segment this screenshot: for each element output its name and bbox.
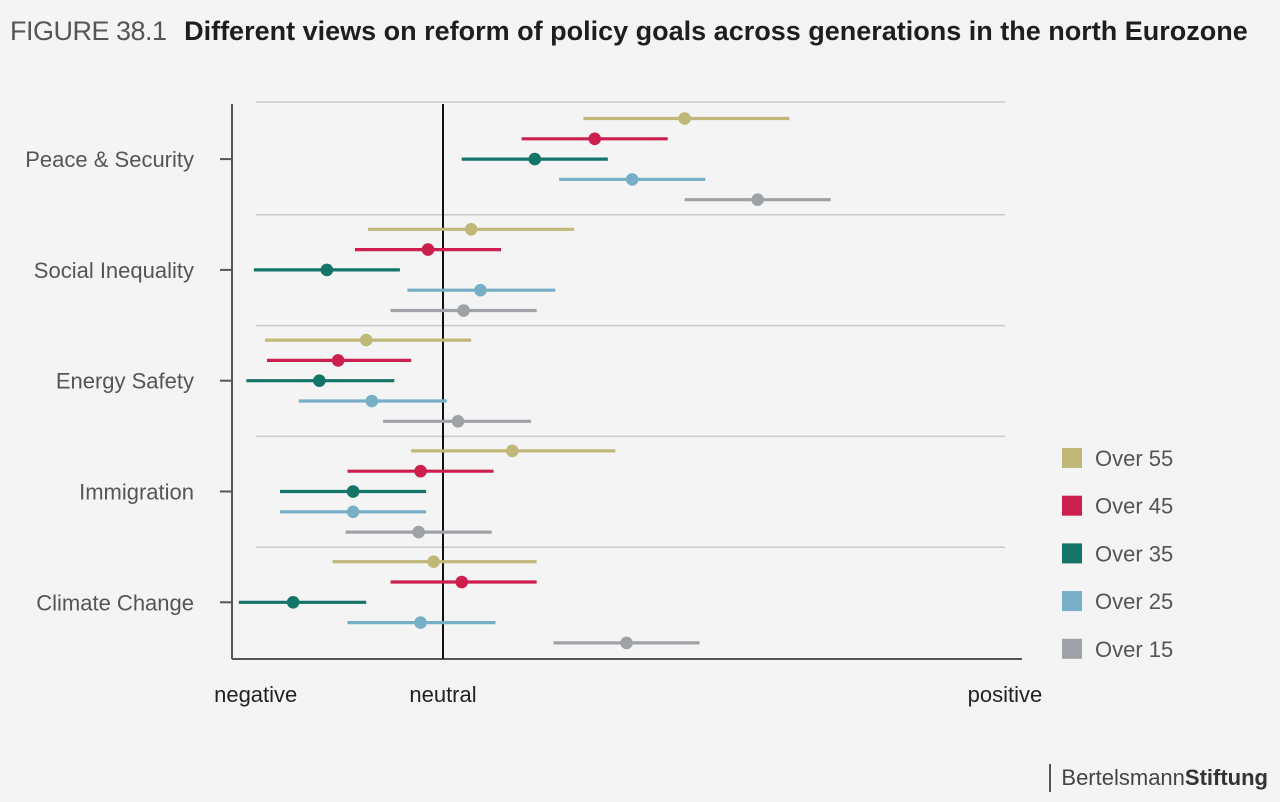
legend-swatch-over-55 (1062, 448, 1082, 468)
point-over-55-climate-change (427, 555, 440, 568)
point-over-55-energy-safety (359, 333, 373, 347)
chart-title: Different views on reform of policy goal… (184, 16, 1248, 46)
point-over-35-social-inequality (320, 263, 334, 277)
point-over-15-climate-change (620, 636, 633, 650)
legend-swatch-over-45 (1062, 495, 1082, 516)
legend-label-over-45: Over 45 (1095, 494, 1173, 519)
point-over-45-energy-safety (331, 354, 345, 367)
point-over-55-immigration (506, 444, 519, 458)
legend-swatch-over-35 (1062, 543, 1082, 564)
logo-text-stiftung: Stiftung (1184, 765, 1268, 790)
point-over-25-social-inequality (474, 283, 487, 297)
bertelsmann-logo: Bertelsmann Stiftung (1049, 764, 1268, 792)
category-label-peace-security: Peace & Security (25, 147, 194, 172)
category-label-immigration: Immigration (79, 480, 194, 505)
point-over-45-peace-security (588, 132, 602, 146)
legend-label-over-25: Over 25 (1095, 589, 1173, 614)
point-over-15-social-inequality (457, 304, 470, 317)
point-over-25-energy-safety (365, 394, 379, 408)
legend-swatch-over-25 (1062, 591, 1082, 612)
point-over-25-peace-security (625, 173, 639, 186)
point-over-45-immigration (414, 464, 427, 478)
category-label-social-inequality: Social Inequality (34, 258, 194, 283)
chart-header: FIGURE 38.1 Different views on reform of… (10, 16, 1248, 47)
point-over-35-climate-change (286, 596, 300, 609)
legend-label-over-15: Over 15 (1095, 637, 1173, 662)
point-over-25-climate-change (414, 616, 427, 629)
point-over-45-climate-change (455, 575, 469, 589)
x-tick-label-positive: positive (968, 682, 1043, 707)
x-tick-label-neutral: neutral (409, 682, 476, 707)
point-over-55-social-inequality (464, 223, 478, 236)
category-label-climate-change: Climate Change (36, 590, 194, 615)
point-over-15-energy-safety (451, 415, 465, 428)
legend-swatch-over-15 (1062, 638, 1082, 659)
point-over-45-social-inequality (421, 243, 435, 256)
legend-label-over-55: Over 55 (1095, 446, 1173, 471)
point-over-55-peace-security (678, 112, 691, 125)
logo-text-bertelsmann: Bertelsmann (1061, 765, 1185, 790)
point-over-35-immigration (346, 485, 360, 498)
point-over-15-immigration (412, 525, 425, 539)
figure-label: FIGURE 38.1 (10, 16, 167, 46)
legend-label-over-35: Over 35 (1095, 541, 1173, 566)
point-over-35-peace-security (528, 152, 542, 166)
x-tick-label-negative: negative (214, 682, 297, 707)
point-over-25-immigration (346, 505, 360, 519)
point-over-35-energy-safety (313, 374, 326, 388)
category-label-energy-safety: Energy Safety (56, 369, 194, 394)
logo-divider (1049, 764, 1052, 792)
point-over-15-peace-security (751, 193, 764, 206)
